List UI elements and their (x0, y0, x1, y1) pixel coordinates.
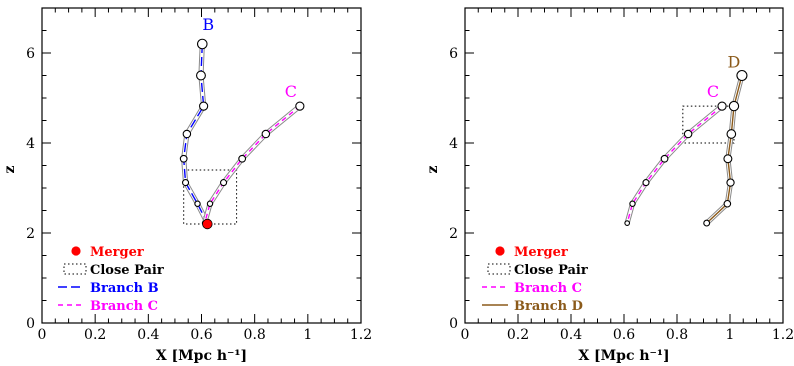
x-axis-label: X [Mpc h⁻¹] (578, 348, 669, 364)
legend-box-icon (63, 263, 87, 275)
x-tick-label: 0.6 (190, 327, 212, 343)
legend-label: Merger (90, 245, 144, 260)
legend-label: Branch C (90, 299, 158, 314)
y-tick-label: 2 (449, 226, 458, 242)
x-tick-label: 0.8 (666, 327, 688, 343)
data-point (220, 179, 228, 187)
y-tick-label: 4 (449, 136, 458, 152)
x-tick-label: 0.8 (244, 327, 266, 343)
left-panel: 0 0.2 0.4 0.6 0.8 1 1.2 0 2 4 6 X [Mpc h⁻¹] z B C Merge… (2, 7, 372, 364)
x-tick-label: 1 (726, 327, 735, 343)
data-point (624, 220, 631, 226)
merger-marker (202, 218, 213, 230)
data-point (629, 200, 636, 207)
data-point (261, 129, 271, 139)
legend-merger-icon (71, 246, 81, 256)
data-point (683, 129, 693, 139)
data-point (642, 179, 650, 187)
series-line (182, 43, 208, 224)
series-envelope (624, 104, 724, 224)
legend-label: Branch C (514, 281, 582, 296)
y-axis-label: z (425, 165, 441, 173)
y-tick-label: 6 (26, 46, 35, 62)
x-axis-label: X [Mpc h⁻¹] (156, 348, 247, 364)
data-point (196, 70, 206, 81)
y-tick-label: 6 (449, 46, 458, 62)
x-tick-label: 0.4 (137, 327, 159, 343)
x-tick-label: 0.6 (613, 327, 635, 343)
branch-label: C (707, 82, 719, 101)
y-tick-label: 4 (26, 136, 35, 152)
legend-label: Close Pair (514, 263, 588, 278)
series-line (204, 105, 301, 224)
x-tick-label: 1 (303, 327, 312, 343)
data-point (660, 154, 669, 163)
x-tick-label: 0.2 (507, 327, 529, 343)
series-line (626, 105, 723, 224)
data-point (728, 100, 740, 112)
legend-box-icon (487, 263, 511, 275)
y-tick-label: 0 (449, 316, 458, 332)
y-axis-label: z (2, 165, 18, 173)
x-tick-label: 0 (38, 327, 47, 343)
x-tick-label: 0.4 (560, 327, 582, 343)
series-envelope (202, 104, 302, 224)
y-tick-label: 2 (26, 226, 35, 242)
data-point (182, 179, 190, 187)
legend-label: Branch B (90, 281, 159, 296)
branch-label: C (285, 82, 297, 101)
right-panel: 0 0.2 0.4 0.6 0.8 1 1.2 0 2 4 6 X [Mpc h⁻¹] z CD Merge… (425, 7, 794, 364)
data-point (179, 154, 188, 163)
legend-label: Branch D (514, 299, 583, 314)
data-point (194, 200, 201, 207)
data-point (736, 69, 748, 82)
data-point (196, 38, 208, 50)
data-point (726, 178, 735, 187)
legend-label: Close Pair (90, 263, 164, 278)
data-point (295, 101, 305, 111)
x-tick-label: 0.2 (84, 327, 106, 343)
data-point (703, 219, 711, 227)
x-tick-label: 1.2 (772, 327, 794, 343)
series-envelope-inner (203, 104, 301, 224)
branch-label: B (202, 15, 214, 34)
series-envelope-inner (625, 104, 724, 224)
data-point (723, 154, 733, 164)
data-point (206, 200, 214, 207)
data-point (182, 129, 192, 139)
data-point (723, 199, 732, 208)
data-point (726, 129, 737, 139)
data-point (717, 101, 727, 111)
data-point (199, 101, 209, 111)
legend-merger-icon (495, 246, 505, 256)
x-tick-label: 0 (461, 327, 470, 343)
branch-label: D (728, 53, 741, 72)
legend-label: Merger (514, 245, 568, 260)
data-point (238, 154, 247, 163)
x-tick-label: 1.2 (350, 327, 372, 343)
y-tick-label: 0 (26, 316, 35, 332)
